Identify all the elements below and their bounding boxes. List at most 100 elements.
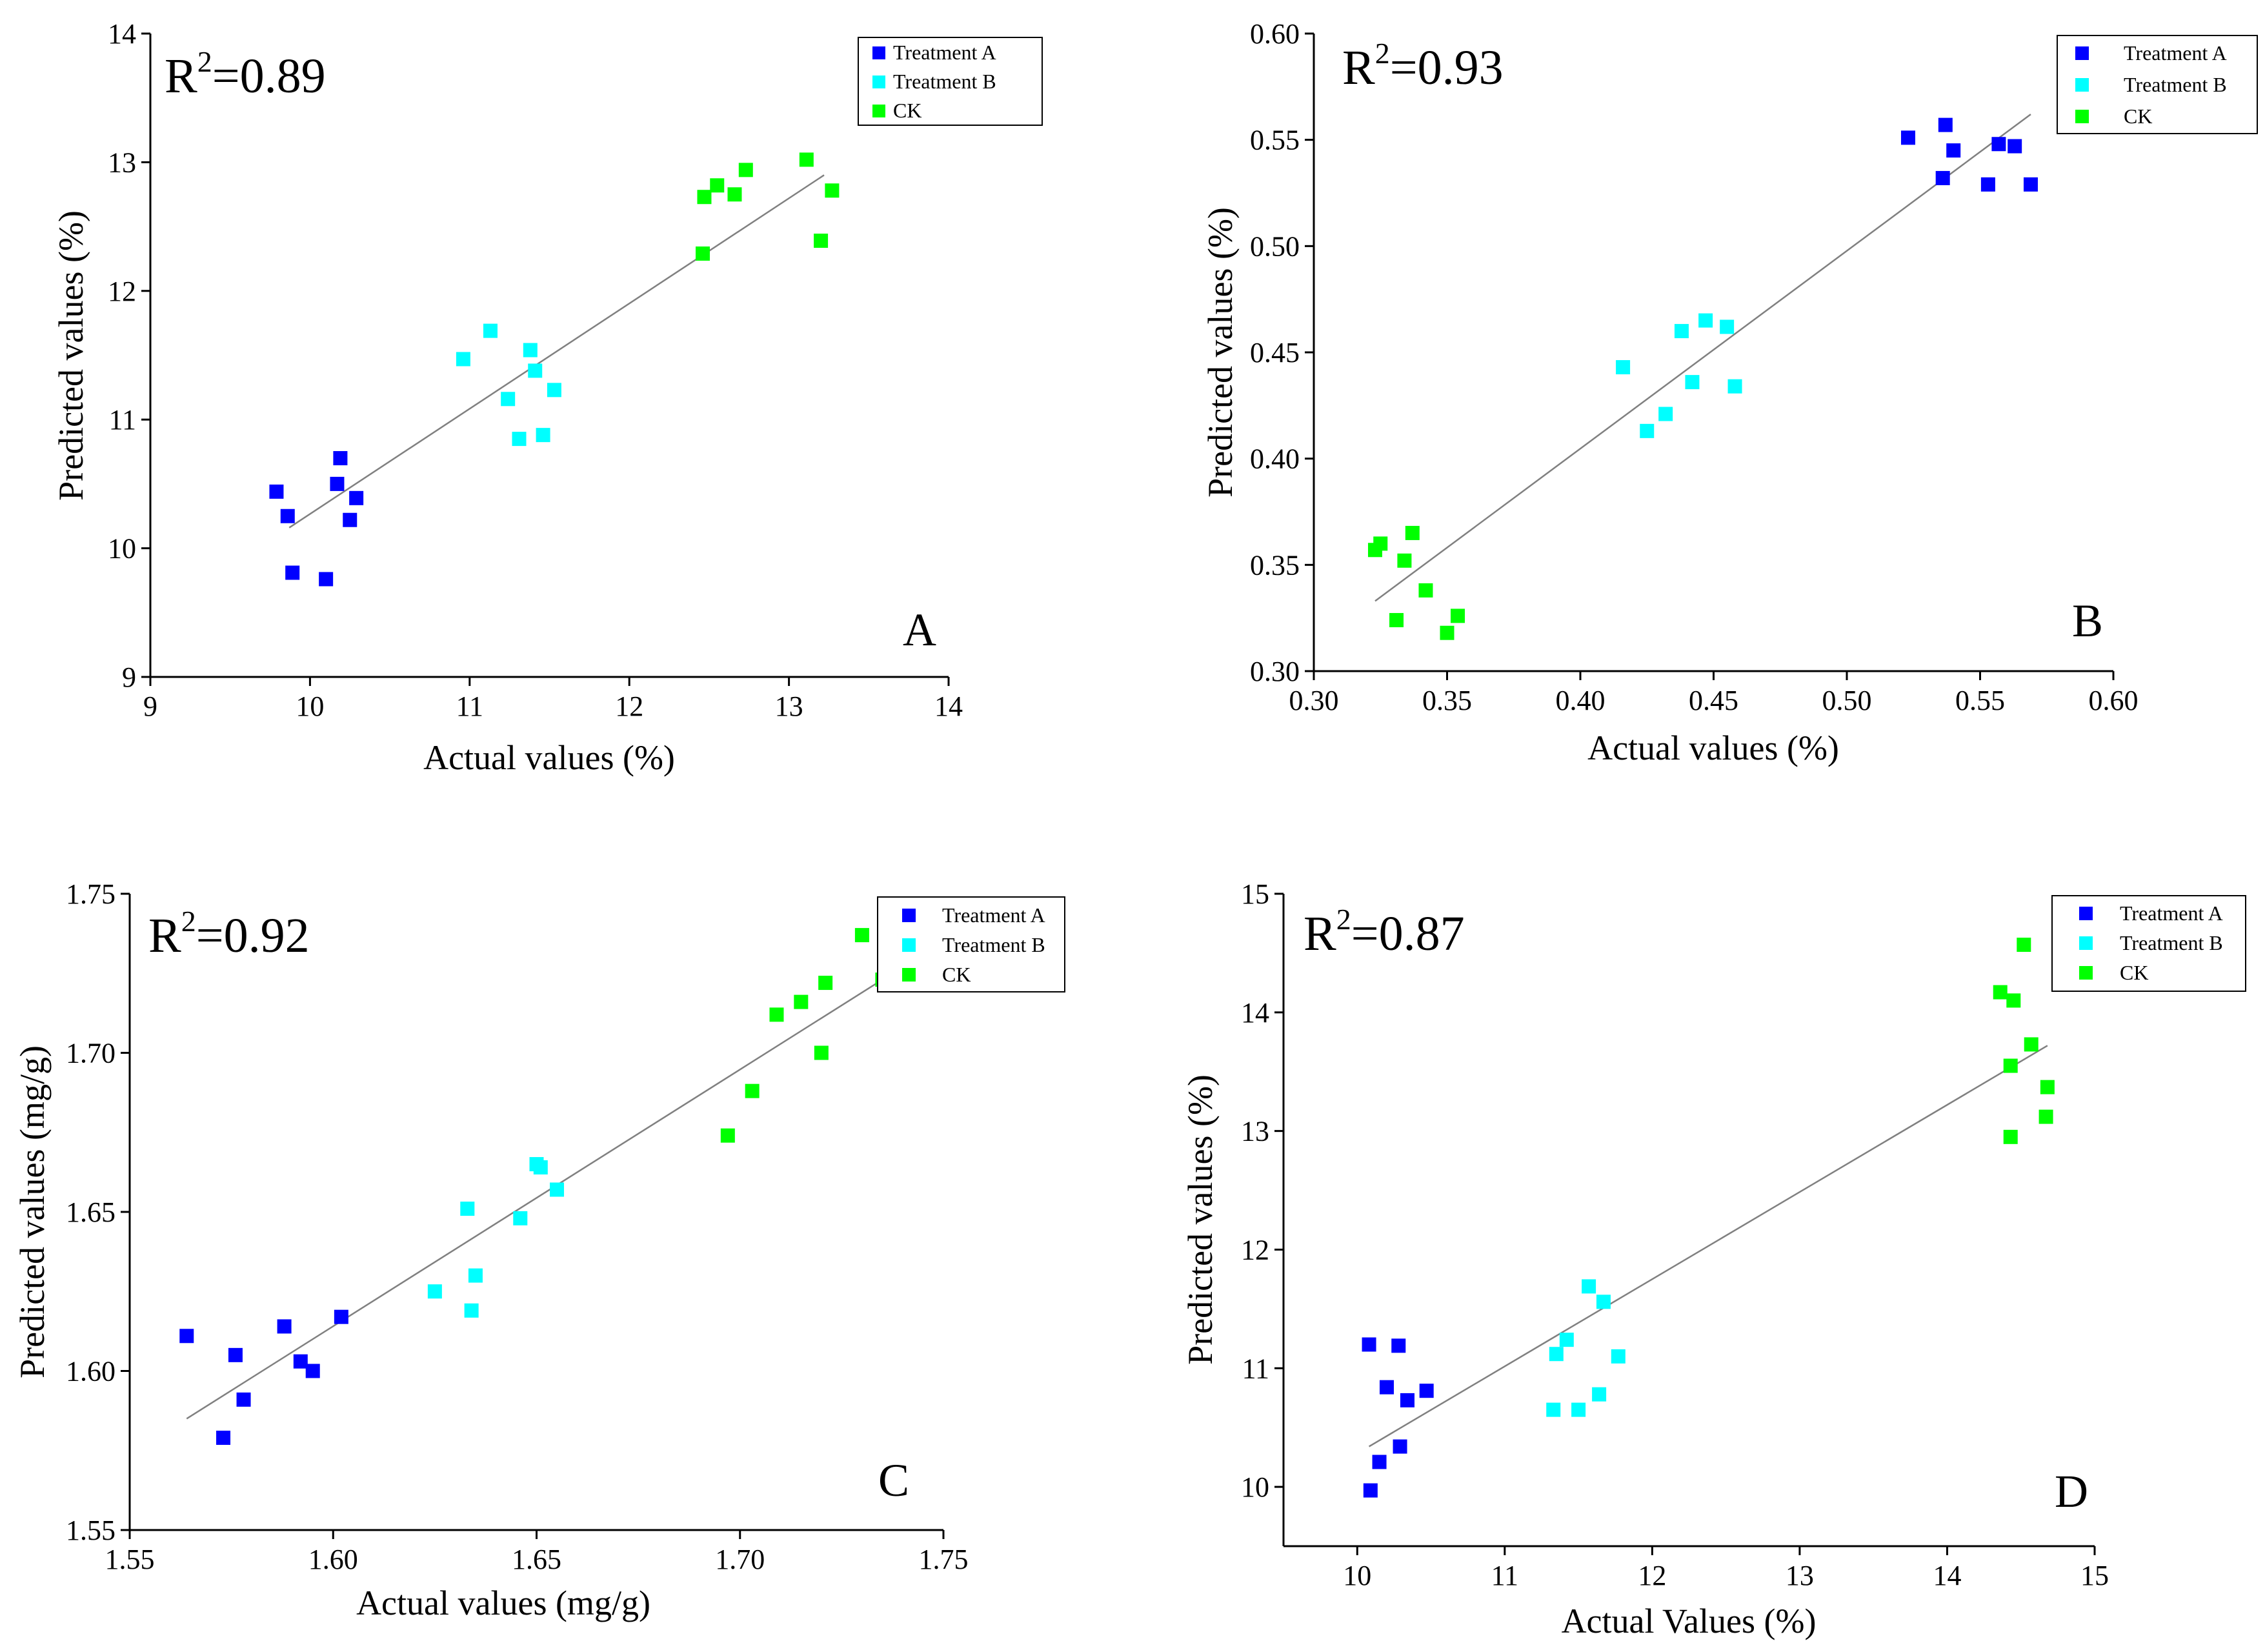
x-tick-label: 12 — [615, 690, 643, 722]
point-treatment-b — [1596, 1294, 1611, 1309]
x-tick-label: 0.55 — [1955, 685, 2005, 716]
point-treatment-a — [343, 512, 357, 527]
x-tick-label: 1.70 — [715, 1544, 765, 1575]
point-treatment-b — [513, 1211, 528, 1225]
point-treatment-a — [330, 476, 345, 491]
data-points — [1362, 938, 2055, 1498]
y-tick-label: 14 — [108, 18, 136, 50]
y-tick-label: 0.60 — [1250, 18, 1300, 50]
point-treatment-b — [460, 1202, 475, 1216]
panel-d: 10 11 12 13 14 15 10 11 12 13 14 15 R2=0.87 D Pred… — [1181, 878, 2246, 1640]
legend-swatch-treatment-b — [872, 76, 885, 88]
panel-letter: C — [878, 1455, 909, 1506]
y-tick-label: 1.55 — [66, 1515, 116, 1546]
x-ticks: 10 11 12 13 14 15 — [1343, 1546, 2109, 1591]
point-ck — [2003, 1058, 2018, 1073]
point-treatment-a — [293, 1354, 308, 1369]
panel-a: 9 10 11 12 13 14 9 10 11 12 13 14 R2=0.89 A Actual… — [52, 18, 1043, 777]
point-treatment-a — [349, 490, 364, 505]
x-tick-label: 0.45 — [1689, 685, 1738, 716]
x-tick-label: 10 — [1343, 1560, 1371, 1591]
point-treatment-b — [427, 1284, 442, 1299]
legend-swatch-ck — [902, 968, 916, 982]
legend-swatch-treatment-a — [2075, 46, 2089, 60]
point-treatment-b — [547, 383, 561, 398]
point-ck — [814, 1045, 829, 1060]
point-ck — [2039, 1109, 2053, 1124]
point-ck — [814, 234, 829, 248]
fit-line — [1368, 1045, 2048, 1447]
y-tick-label: 11 — [109, 404, 136, 436]
x-tick-label: 11 — [456, 690, 483, 722]
point-ck — [769, 1007, 784, 1022]
legend-swatch-ck — [872, 105, 885, 117]
fit-line-group — [1368, 1045, 2048, 1447]
legend-swatch-treatment-a — [872, 46, 885, 59]
y-ticks: 10 11 12 13 14 15 — [1241, 878, 1284, 1503]
y-tick-label: 14 — [1241, 997, 1269, 1029]
y-tick-label: 11 — [1242, 1353, 1269, 1384]
y-tick-label: 1.60 — [66, 1356, 116, 1387]
y-tick-label: 0.30 — [1250, 656, 1300, 687]
point-ck — [738, 163, 753, 177]
y-axis-title: Predicted values (%) — [1181, 1074, 1220, 1365]
x-tick-label: 1.75 — [919, 1544, 969, 1575]
point-ck — [745, 1083, 760, 1098]
point-ck — [1451, 609, 1465, 623]
point-treatment-b — [1592, 1387, 1607, 1402]
x-tick-label: 14 — [934, 690, 963, 722]
point-treatment-a — [285, 565, 300, 580]
y-tick-label: 9 — [122, 661, 136, 693]
point-treatment-b — [1698, 313, 1713, 328]
point-treatment-b — [483, 323, 498, 338]
y-tick-label: 10 — [108, 533, 136, 565]
x-ticks: 9 10 11 12 13 14 — [143, 677, 963, 722]
point-ck — [2040, 1080, 2055, 1094]
point-treatment-a — [1363, 1483, 1378, 1498]
point-ck — [710, 178, 725, 193]
point-treatment-a — [319, 572, 334, 587]
legend: Treatment A Treatment B CK — [2057, 35, 2258, 134]
point-ck — [1993, 985, 2008, 1000]
point-treatment-b — [1640, 423, 1655, 438]
r2-label: R2=0.92 — [148, 905, 310, 963]
point-ck — [2017, 938, 2031, 952]
legend-box — [2057, 35, 2258, 134]
point-treatment-b — [501, 392, 516, 407]
point-treatment-b — [536, 428, 550, 443]
legend-label-treatment-a: Treatment A — [942, 903, 1045, 927]
point-treatment-a — [1991, 137, 2006, 152]
point-treatment-a — [1391, 1338, 1406, 1353]
point-treatment-b — [1571, 1402, 1586, 1417]
y-tick-label: 15 — [1241, 878, 1269, 910]
point-treatment-a — [1379, 1380, 1394, 1395]
point-treatment-a — [216, 1431, 231, 1446]
y-ticks: 1.55 1.60 1.65 1.70 1.75 — [66, 878, 130, 1546]
x-tick-label: 1.60 — [308, 1544, 358, 1575]
x-tick-label: 12 — [1638, 1560, 1666, 1591]
legend-label-treatment-b: Treatment B — [942, 933, 1045, 956]
point-treatment-a — [2023, 177, 2038, 192]
point-treatment-a — [277, 1319, 292, 1334]
legend-swatch-treatment-a — [2079, 907, 2093, 920]
point-ck — [697, 190, 712, 205]
data-points — [269, 152, 840, 587]
point-treatment-a — [1938, 117, 1953, 132]
point-treatment-b — [550, 1182, 565, 1197]
fit-line — [186, 979, 883, 1420]
point-ck — [2024, 1037, 2039, 1052]
point-treatment-b — [1611, 1349, 1626, 1364]
fit-line-group — [288, 174, 825, 529]
y-tick-label: 1.70 — [66, 1038, 116, 1069]
data-points — [179, 928, 890, 1446]
point-ck — [854, 928, 869, 943]
x-axis-title: Actual Values (%) — [1562, 1602, 1817, 1640]
x-ticks: 1.55 1.60 1.65 1.70 1.75 — [105, 1530, 969, 1575]
r2-label: R2=0.93 — [1342, 37, 1504, 95]
x-axis-title: Actual values (%) — [1587, 729, 1839, 767]
panel-b: 0.30 0.35 0.40 0.45 0.50 0.55 0.60 0.30 0.35 0.4… — [1201, 18, 2258, 767]
point-treatment-b — [523, 343, 538, 358]
point-treatment-b — [1727, 379, 1742, 394]
point-treatment-a — [305, 1364, 320, 1378]
y-axis-title: Predicted values (%) — [1201, 207, 1240, 498]
